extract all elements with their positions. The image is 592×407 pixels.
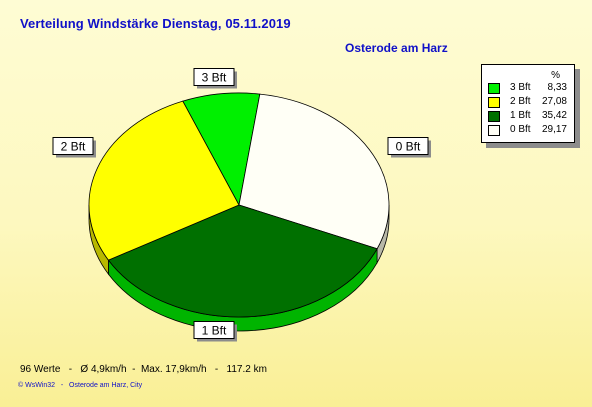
slice-label: 1 Bft (202, 324, 227, 338)
legend-header: % (551, 70, 560, 81)
slice-label: 0 Bft (396, 140, 421, 154)
legend-swatch (488, 83, 500, 94)
legend-label: 3 Bft (510, 82, 531, 93)
legend-item-3bft: 3 Bft 8,33 (488, 82, 572, 94)
legend-item-0bft: 0 Bft 29,17 (488, 124, 572, 136)
legend-value: 27,08 (541, 96, 567, 107)
pie-slice (88, 100, 240, 261)
slice-callout: 2 Bft (52, 137, 96, 158)
slice-callout: 1 Bft (193, 321, 237, 342)
legend-item-1bft: 1 Bft 35,42 (488, 110, 572, 122)
slice-callout: 3 Bft (193, 68, 237, 89)
legend-value: 35,42 (541, 110, 567, 121)
slice-label: 2 Bft (61, 140, 86, 154)
legend-label: 1 Bft (510, 110, 531, 121)
slice-label: 3 Bft (202, 71, 227, 85)
summary-stats: 96 Werte - Ø 4,9km/h - Max. 17,9km/h - 1… (20, 364, 267, 375)
slice-callout: 0 Bft (387, 137, 431, 158)
pie-slice (107, 204, 378, 318)
chart-title: Verteilung Windstärke Dienstag, 05.11.20… (20, 16, 291, 31)
legend-value: 8,33 (547, 82, 567, 93)
legend-value: 29,17 (541, 124, 567, 135)
pie-slice (238, 93, 390, 250)
legend-label: 2 Bft (510, 96, 531, 107)
legend-swatch (488, 125, 500, 136)
chart-legend: % 3 Bft 8,33 2 Bft 27,08 1 Bft 35,42 0 B… (481, 64, 575, 143)
legend-item-2bft: 2 Bft 27,08 (488, 96, 572, 108)
legend-label: 0 Bft (510, 124, 531, 135)
legend-swatch (488, 97, 500, 108)
legend-swatch (488, 111, 500, 122)
station-name: Osterode am Harz (345, 41, 448, 55)
copyright-note: © WsWin32 - Osterode am Harz, City (18, 382, 143, 389)
